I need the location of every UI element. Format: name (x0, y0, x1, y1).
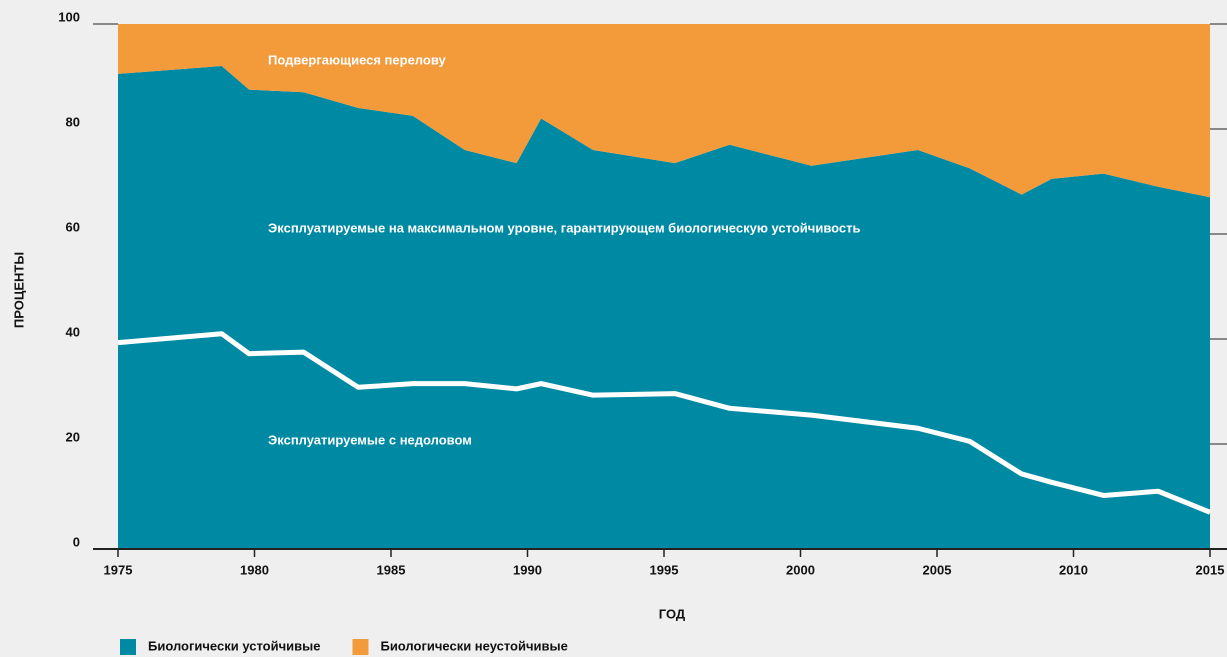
x-tick-label: 1975 (104, 562, 133, 577)
legend-swatch (120, 639, 136, 655)
line (117, 331, 1211, 515)
legend-label: Биологически неустойчивые (380, 638, 567, 653)
x-tick-label: 2010 (1059, 562, 1088, 577)
y-tick-label: 80 (66, 114, 80, 129)
y-tick-label: 0 (73, 534, 80, 549)
area (118, 66, 1210, 549)
x-tick-label: 2005 (923, 562, 952, 577)
x-tick-label: 2000 (786, 562, 815, 577)
y-axis-label: ПРОЦЕНТЫ (11, 252, 26, 328)
y-tick-label: 40 (66, 324, 80, 339)
legend-label: Биологически устойчивые (148, 638, 320, 653)
y-tick-label: 60 (66, 219, 80, 234)
line-label: Эксплуатируемые с недоловом (268, 432, 472, 447)
area-label: Подвергающиеся перелову (268, 52, 446, 67)
legend-swatch (352, 639, 369, 655)
area (118, 24, 1210, 198)
x-tick-label: 2015 (1196, 562, 1225, 577)
x-tick-label: 1980 (240, 562, 269, 577)
x-axis-label: ГОД (659, 606, 686, 621)
y-tick-label: 20 (66, 429, 80, 444)
x-tick-label: 1985 (377, 562, 406, 577)
x-tick-label: 1990 (513, 562, 542, 577)
x-tick-label: 1995 (650, 562, 679, 577)
area-label: Эксплуатируемые на максимальном уровне, … (268, 220, 861, 235)
y-tick-label: 100 (58, 9, 80, 24)
